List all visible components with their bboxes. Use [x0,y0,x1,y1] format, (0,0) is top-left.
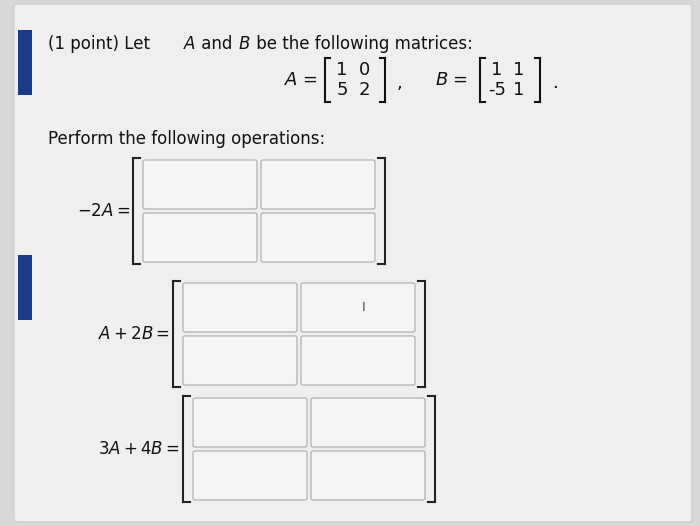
Text: =: = [302,71,317,89]
Text: $-2A =$: $-2A =$ [77,202,130,220]
Text: ,: , [397,74,402,92]
Bar [18,255,32,320]
Text: $B$: $B$ [435,71,448,89]
Text: I: I [362,301,365,314]
Text: .: . [552,74,558,92]
Bar [18,30,32,95]
Text: (1 point) Let: (1 point) Let [48,35,155,53]
Text: 1: 1 [491,61,503,79]
FancyBboxPatch shape [311,398,425,447]
Text: Perform the following operations:: Perform the following operations: [48,130,326,148]
FancyBboxPatch shape [301,283,415,332]
FancyBboxPatch shape [183,283,297,332]
Text: 2: 2 [358,81,370,99]
Text: 0: 0 [358,61,370,79]
Text: $A$: $A$ [284,71,298,89]
Text: $3A + 4B =$: $3A + 4B =$ [98,440,180,458]
Text: 1: 1 [513,61,525,79]
Text: 1: 1 [513,81,525,99]
FancyBboxPatch shape [301,336,415,385]
FancyBboxPatch shape [261,160,375,209]
Text: $B$: $B$ [238,35,251,53]
FancyBboxPatch shape [143,160,257,209]
FancyBboxPatch shape [261,213,375,262]
Text: and: and [196,35,237,53]
FancyBboxPatch shape [311,451,425,500]
Text: =: = [452,71,467,89]
Text: be the following matrices:: be the following matrices: [251,35,473,53]
Text: $A$: $A$ [183,35,196,53]
FancyBboxPatch shape [143,213,257,262]
Text: 5: 5 [336,81,348,99]
FancyBboxPatch shape [193,451,307,500]
Text: 1: 1 [336,61,348,79]
FancyBboxPatch shape [183,336,297,385]
Text: -5: -5 [488,81,506,99]
Text: $A + 2B =$: $A + 2B =$ [98,325,170,343]
FancyBboxPatch shape [14,4,692,522]
FancyBboxPatch shape [193,398,307,447]
